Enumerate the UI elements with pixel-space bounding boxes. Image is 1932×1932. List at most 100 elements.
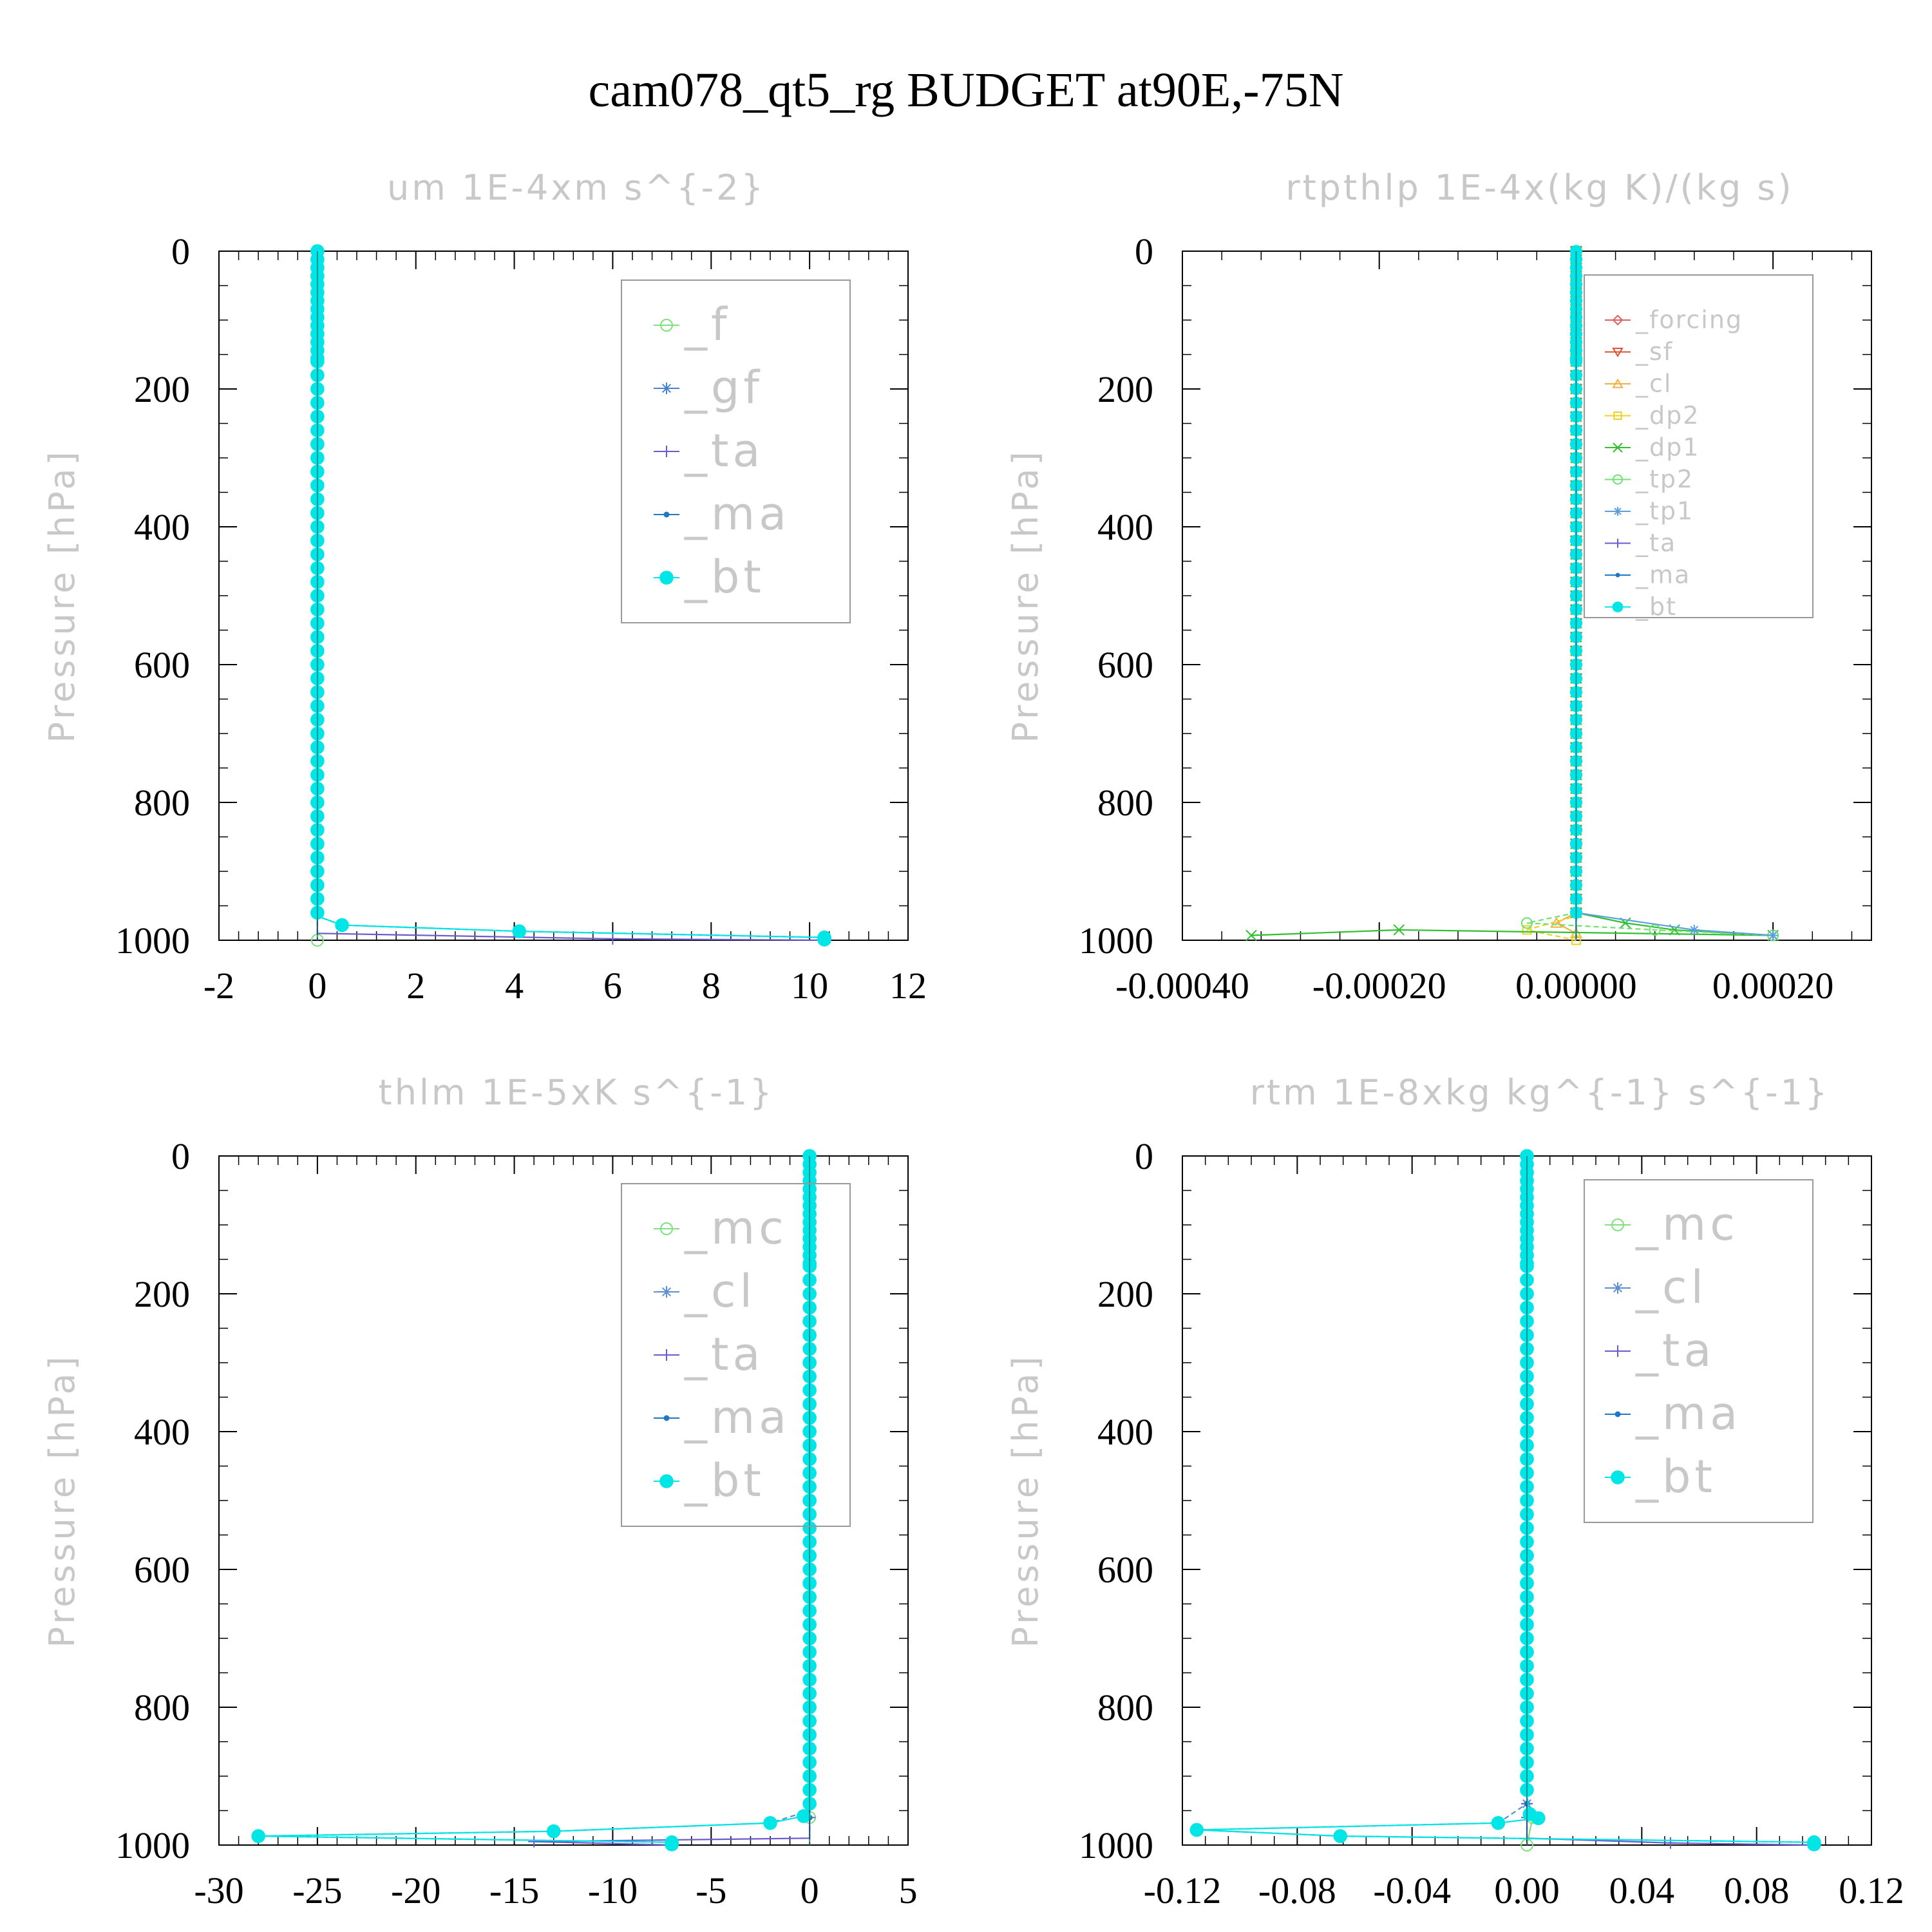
y-tick-label: 0	[1135, 231, 1153, 272]
legend-box	[621, 1183, 851, 1527]
x-tick-label: 2	[406, 965, 425, 1007]
data-point	[1333, 1829, 1348, 1843]
legend-marker	[1611, 1218, 1624, 1231]
data-point	[797, 1809, 811, 1823]
legend-label: _ta	[684, 1328, 764, 1381]
legend-marker	[661, 1286, 672, 1298]
legend-label: _bt	[684, 1454, 765, 1507]
chart-panel-3: thlm 1E-5xK s^{-1} Pressure [hPa] -30 -25 -2…	[42, 1072, 918, 1911]
chart-panel-2: rtpthlp 1E-4x(kg K)/(kg s) Pressure [hPa]…	[1005, 167, 1872, 1007]
legend-label: _ta	[1635, 529, 1676, 557]
y-axis-label: Pressure [hPa]	[1005, 1353, 1046, 1647]
x-tick-label: 0.00	[1494, 1870, 1560, 1911]
x-tick-label: -25	[292, 1870, 342, 1911]
y-axis-label: Pressure [hPa]	[42, 448, 82, 743]
y-tick-label: 400	[1097, 506, 1153, 548]
legend-label: _bt	[1635, 1450, 1716, 1503]
panel-title: rtm 1E-8xkg kg^{-1} s^{-1}	[1250, 1072, 1830, 1113]
legend-marker	[1611, 1470, 1625, 1484]
y-tick-label: 1000	[115, 920, 190, 961]
x-tick-label: -10	[588, 1870, 638, 1911]
legend-marker	[1613, 507, 1622, 516]
data-point	[1393, 924, 1405, 936]
chart-panels: um 1E-4xm s^{-2}Pressure [hPa]-2 0 2 4 6 8 10 1…	[42, 167, 1904, 1911]
legend-label: _ta	[1635, 1324, 1715, 1377]
x-tick-label: 0	[800, 1870, 819, 1911]
x-tick-label: 12	[889, 965, 927, 1007]
x-tick-label: 0.00020	[1712, 965, 1834, 1007]
data-point	[251, 1829, 265, 1843]
legend-box	[1584, 1179, 1814, 1523]
panel-title: thlm 1E-5xK s^{-1}	[379, 1072, 775, 1113]
legend-marker	[1615, 573, 1620, 578]
y-tick-label: 200	[134, 368, 190, 410]
series-dp1	[1245, 245, 1779, 942]
legend-label: _forcing	[1635, 306, 1743, 334]
legend: _mc _cl _ta _ma _bt	[621, 1183, 851, 1527]
legend-marker	[660, 319, 673, 332]
y-tick-label: 600	[1097, 644, 1153, 686]
legend-label: _dp1	[1635, 433, 1700, 462]
x-tick-label: 6	[603, 965, 622, 1007]
panel-title: um 1E-4xm s^{-2}	[387, 167, 766, 208]
legend-label: _bt	[684, 551, 765, 603]
legend-label: _bt	[1635, 592, 1677, 621]
legend-marker	[663, 1415, 670, 1421]
data-point	[1531, 1811, 1546, 1826]
page-title: cam078_qt5_rg BUDGET at90E,-75N	[589, 63, 1344, 117]
y-tick-label: 1000	[1079, 920, 1153, 961]
x-tick-label: -0.08	[1258, 1870, 1336, 1911]
y-tick-label: 800	[1097, 782, 1153, 824]
plot-frame	[1182, 251, 1872, 941]
y-tick-label: 600	[134, 644, 190, 686]
legend-marker	[661, 446, 672, 457]
chart-panel-4: rtm 1E-8xkg kg^{-1} s^{-1} Pressure [hPa]…	[1005, 1072, 1904, 1911]
series-bt	[251, 1149, 817, 1852]
y-tick-label: 200	[134, 1273, 190, 1315]
legend-label: _f	[684, 298, 731, 351]
y-tick-label: 200	[1097, 368, 1153, 410]
series-line	[1251, 251, 1774, 936]
legend-marker	[1613, 442, 1623, 453]
series-line	[1526, 251, 1577, 942]
x-tick-label: -0.04	[1373, 1870, 1451, 1911]
legend-label: _gf	[684, 361, 763, 414]
x-tick-label: 10	[791, 965, 828, 1007]
legend-marker	[661, 1349, 672, 1361]
legend-label: _ma	[684, 488, 790, 540]
legend-label: _ma	[684, 1391, 790, 1444]
legend-marker	[1613, 474, 1623, 485]
x-tick-label: 8	[702, 965, 721, 1007]
x-tick-label: -5	[696, 1870, 726, 1911]
y-tick-label: 400	[1097, 1411, 1153, 1453]
series-cl	[1191, 1150, 1820, 1848]
chart-panel-1: um 1E-4xm s^{-2} Pressure [hPa] -2 0 2 4 6 8 10 1…	[42, 167, 927, 1007]
data-point	[512, 924, 527, 938]
y-tick-label: 200	[1097, 1273, 1153, 1315]
y-tick-label: 1000	[1079, 1824, 1153, 1866]
legend-marker	[1612, 378, 1624, 388]
legend-marker	[1612, 314, 1624, 326]
data-point	[546, 1824, 561, 1839]
data-point	[817, 933, 831, 947]
y-tick-label: 400	[134, 1411, 190, 1453]
legend: _mc _cl _ta _ma _bt	[1584, 1179, 1814, 1523]
data-point	[665, 1837, 679, 1852]
legend-box	[621, 279, 851, 623]
panel-title: rtpthlp 1E-4x(kg K)/(kg s)	[1285, 167, 1794, 208]
legend-marker	[1612, 601, 1624, 612]
x-tick-label: -30	[194, 1870, 243, 1911]
legend-marker	[1612, 1345, 1624, 1357]
legend-marker	[1612, 1282, 1624, 1294]
x-tick-label: -0.00040	[1115, 965, 1249, 1007]
legend-marker	[661, 383, 672, 394]
y-tick-label: 0	[171, 1135, 190, 1177]
x-tick-label: -20	[391, 1870, 440, 1911]
legend-label: _mc	[1635, 1198, 1739, 1251]
data-point	[1768, 930, 1779, 941]
legend-label: _ta	[684, 424, 764, 477]
x-tick-label: -2	[204, 965, 234, 1007]
legend-marker	[1613, 538, 1622, 548]
series-line	[534, 1156, 811, 1846]
